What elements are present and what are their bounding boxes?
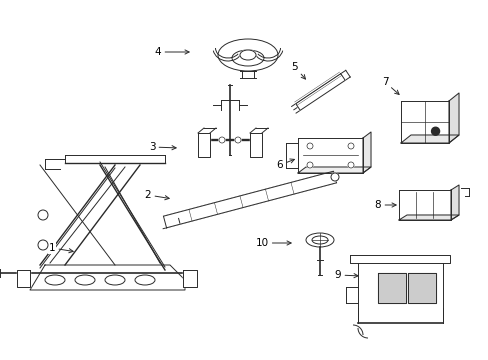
Ellipse shape (135, 275, 155, 285)
Polygon shape (400, 135, 458, 143)
Polygon shape (398, 215, 458, 220)
Ellipse shape (311, 236, 327, 244)
Circle shape (306, 162, 312, 168)
Polygon shape (448, 93, 458, 143)
Ellipse shape (240, 50, 256, 60)
Text: 5: 5 (291, 62, 305, 79)
Polygon shape (183, 270, 197, 287)
Polygon shape (349, 255, 449, 263)
Text: 2: 2 (144, 190, 169, 200)
Ellipse shape (75, 275, 95, 285)
Circle shape (38, 240, 48, 250)
Circle shape (431, 127, 439, 135)
Ellipse shape (45, 275, 65, 285)
Text: 6: 6 (276, 159, 294, 170)
Polygon shape (30, 265, 184, 290)
Text: 4: 4 (154, 47, 189, 57)
Circle shape (347, 143, 353, 149)
Text: 1: 1 (49, 243, 73, 253)
Ellipse shape (218, 39, 278, 71)
Ellipse shape (231, 50, 264, 66)
Circle shape (330, 173, 338, 181)
Circle shape (306, 143, 312, 149)
Polygon shape (297, 167, 370, 173)
Circle shape (235, 137, 241, 143)
Polygon shape (163, 171, 336, 228)
Text: 10: 10 (255, 238, 290, 248)
Ellipse shape (305, 233, 333, 247)
Polygon shape (400, 101, 448, 143)
Circle shape (219, 137, 224, 143)
Ellipse shape (105, 275, 125, 285)
Polygon shape (17, 270, 30, 287)
Polygon shape (362, 132, 370, 173)
Polygon shape (398, 190, 450, 220)
Polygon shape (249, 133, 262, 157)
Text: 8: 8 (374, 200, 395, 210)
Polygon shape (198, 133, 209, 157)
Circle shape (347, 162, 353, 168)
Polygon shape (407, 273, 435, 303)
Polygon shape (357, 308, 442, 323)
Polygon shape (295, 74, 345, 110)
Text: 7: 7 (381, 77, 398, 94)
Circle shape (38, 210, 48, 220)
Polygon shape (450, 185, 458, 220)
Text: 3: 3 (148, 142, 176, 152)
Polygon shape (377, 273, 405, 303)
Text: 9: 9 (334, 270, 357, 280)
Polygon shape (297, 138, 362, 173)
